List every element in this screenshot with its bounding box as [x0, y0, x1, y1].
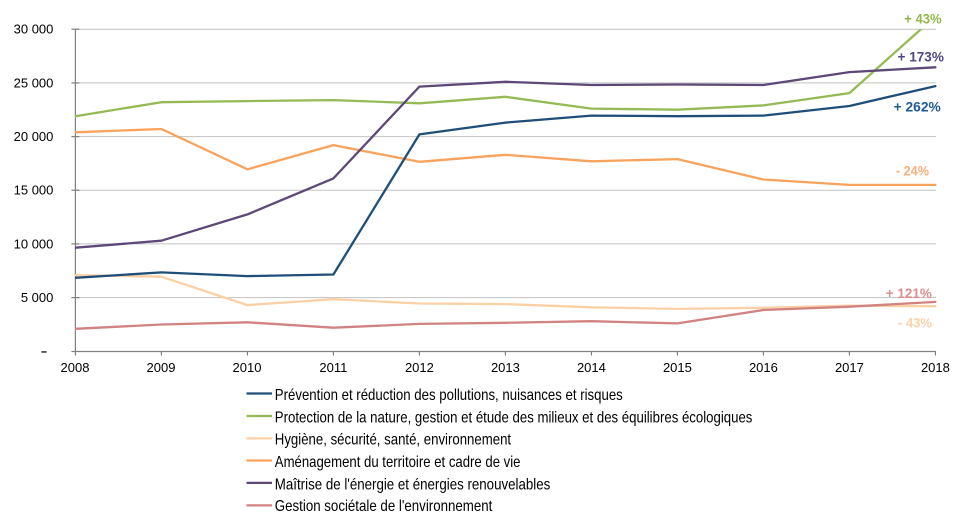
svg-text:- 24%: - 24% [896, 163, 929, 178]
svg-text:25 000: 25 000 [14, 75, 54, 90]
svg-text:Prévention et réduction des po: Prévention et réduction des pollutions, … [275, 387, 623, 404]
svg-text:Aménagement du territoire et c: Aménagement du territoire et cadre de vi… [275, 454, 521, 471]
svg-text:2011: 2011 [319, 360, 347, 375]
svg-text:2014: 2014 [577, 360, 606, 375]
svg-text:2008: 2008 [61, 360, 90, 375]
svg-text:2015: 2015 [663, 360, 692, 375]
svg-text:+ 262%: + 262% [894, 100, 941, 115]
svg-text:+ 43%: + 43% [904, 12, 941, 27]
svg-text:15 000: 15 000 [14, 183, 54, 198]
svg-text:5 000: 5 000 [21, 290, 54, 305]
svg-text:30 000: 30 000 [14, 22, 54, 37]
svg-text:- 43%: - 43% [898, 315, 932, 330]
svg-text:2010: 2010 [233, 360, 262, 375]
svg-text:Gestion sociétale de l'environ: Gestion sociétale de l'environnement [275, 498, 493, 515]
svg-text:10 000: 10 000 [14, 236, 54, 251]
svg-text:2012: 2012 [405, 360, 434, 375]
svg-text:2018: 2018 [921, 360, 950, 375]
svg-text:2009: 2009 [147, 360, 176, 375]
svg-text:Protection de la nature, gesti: Protection de la nature, gestion et étud… [275, 409, 753, 426]
svg-text:Hygiène, sécurité, santé, envi: Hygiène, sécurité, santé, environnement [275, 432, 512, 449]
svg-text:+ 173%: + 173% [898, 49, 944, 64]
svg-text:2017: 2017 [835, 360, 864, 375]
svg-text:20 000: 20 000 [14, 129, 54, 144]
svg-text:+ 121%: + 121% [886, 286, 932, 301]
svg-text:2016: 2016 [749, 360, 778, 375]
svg-text:2013: 2013 [491, 360, 520, 375]
svg-text:Maîtrise de l'énergie et énerg: Maîtrise de l'énergie et énergies renouv… [275, 476, 551, 493]
